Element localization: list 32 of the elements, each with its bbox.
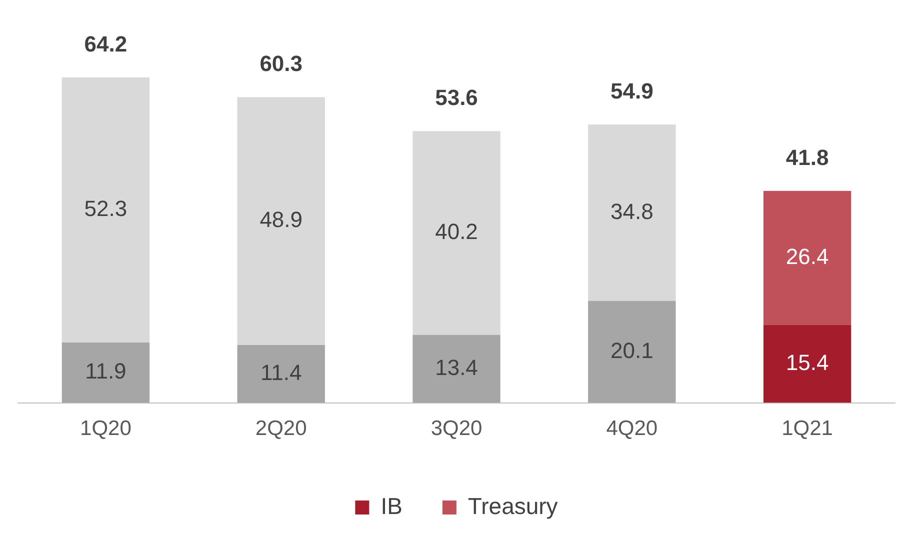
data-label: 26.4 — [786, 244, 829, 269]
total-label: 41.8 — [786, 144, 829, 170]
legend-label: Treasury — [468, 492, 558, 519]
data-label: 11.4 — [260, 360, 302, 385]
bar — [237, 97, 325, 346]
bar — [62, 342, 150, 403]
data-label: 15.4 — [786, 350, 829, 375]
x-tick-label: 1Q20 — [80, 417, 132, 440]
x-tick-label: 3Q20 — [430, 417, 482, 440]
bar — [763, 324, 852, 403]
legend-label: IB — [380, 492, 402, 519]
data-label: 40.2 — [435, 219, 478, 244]
bar — [588, 300, 676, 403]
data-label: 52.3 — [84, 196, 128, 222]
total-label: 54.9 — [610, 78, 654, 104]
data-label: 13.4 — [435, 354, 478, 380]
bar — [62, 77, 150, 342]
data-label: 11.9 — [85, 358, 126, 384]
data-label: 34.8 — [610, 198, 654, 224]
x-tick-label: 4Q20 — [606, 417, 658, 440]
total-label: 64.2 — [84, 31, 128, 56]
x-tick-label: 1Q21 — [782, 417, 833, 440]
data-label: 20.1 — [610, 338, 654, 363]
bar — [763, 190, 852, 325]
data-label: 48.9 — [260, 207, 303, 232]
bar — [412, 334, 500, 403]
total-label: 60.3 — [260, 51, 303, 76]
bar — [237, 345, 325, 403]
bar — [588, 124, 676, 301]
x-tick-label: 2Q20 — [255, 417, 307, 440]
bar — [412, 131, 500, 335]
total-label: 53.6 — [435, 85, 478, 110]
